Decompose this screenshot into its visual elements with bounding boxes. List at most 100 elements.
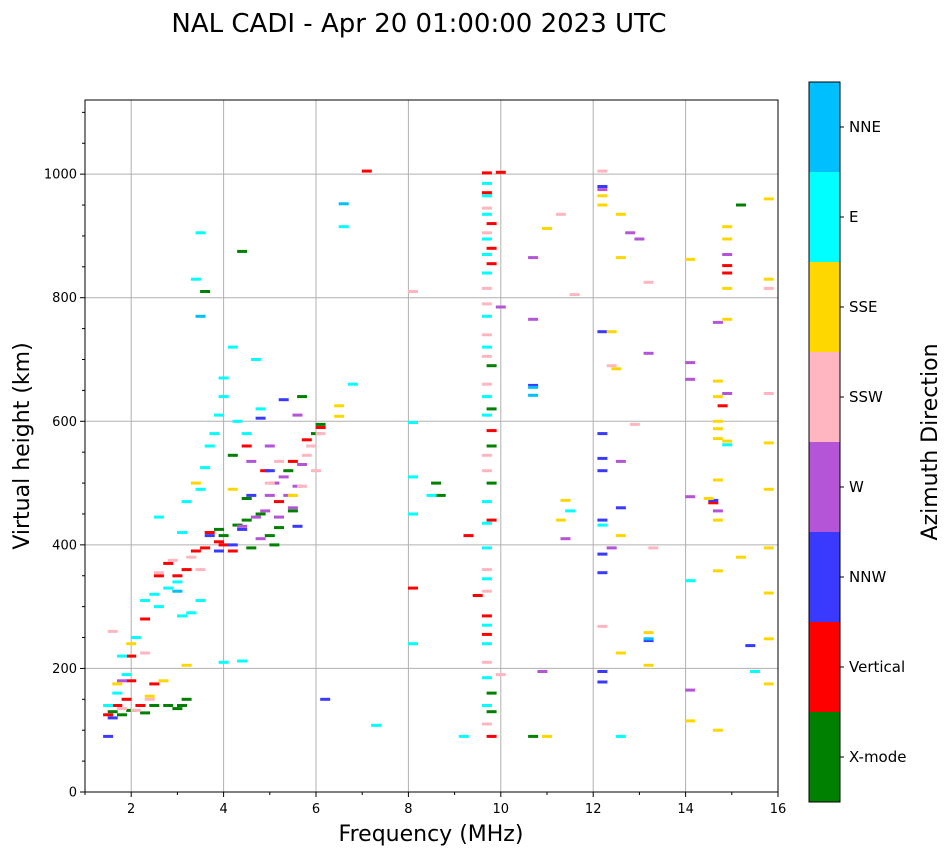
point-x-mode (246, 546, 257, 550)
point-e (177, 531, 187, 534)
colorbar-label-w: W (849, 478, 864, 496)
point-w (528, 317, 539, 321)
point-vertical (287, 459, 298, 463)
point-vertical (241, 444, 252, 448)
point-vertical (463, 534, 474, 538)
point-vertical (486, 222, 497, 226)
point-ssw (481, 354, 492, 358)
point-vertical (486, 429, 497, 433)
point-ssw (481, 660, 492, 664)
point-nnw (103, 734, 114, 738)
point-e (121, 673, 132, 677)
point-e (181, 500, 192, 504)
point-nnw (255, 416, 266, 420)
point-e (481, 413, 492, 417)
point-vertical (472, 594, 483, 597)
point-nnw (227, 543, 238, 547)
point-w (685, 377, 696, 381)
point-e (172, 580, 183, 584)
point-vertical (204, 531, 215, 534)
point-sse (736, 555, 746, 559)
point-sse (227, 487, 238, 491)
colorbar-swatch-x-mode (809, 712, 840, 802)
colorbar-title: Azimuth Direction (918, 343, 943, 540)
point-nnw (597, 680, 608, 684)
point-e (186, 611, 197, 615)
y-tick-label: 600 (52, 415, 77, 430)
point-e (250, 358, 261, 361)
point-e (153, 605, 164, 609)
colorbar-label-x-mode: X-mode (849, 748, 906, 766)
x-tick-label: 10 (493, 802, 510, 817)
point-ssw (140, 651, 151, 655)
point-sse (763, 441, 774, 445)
point-e (218, 376, 229, 380)
point-nnw (597, 469, 608, 473)
point-e (722, 443, 733, 447)
point-w (246, 459, 257, 463)
point-ssw (195, 568, 206, 572)
point-vertical (126, 654, 137, 658)
point-sse (615, 534, 626, 538)
point-e (348, 382, 358, 386)
point-w (264, 444, 275, 448)
point-x-mode (269, 543, 280, 547)
point-ssw (763, 392, 774, 395)
point-e (112, 691, 123, 695)
point-e (408, 512, 418, 516)
point-x-mode (163, 704, 174, 707)
point-ssw (311, 469, 321, 473)
point-nnw (320, 697, 331, 701)
point-sse (703, 497, 714, 500)
point-w (528, 256, 539, 260)
point-nnw (708, 498, 719, 502)
point-sse (542, 227, 552, 230)
point-sse (144, 694, 155, 698)
point-e (232, 419, 243, 423)
point-w (250, 515, 261, 519)
point-w (625, 231, 636, 235)
point-nnw (204, 534, 215, 538)
point-w (634, 237, 645, 241)
point-nnw (745, 644, 756, 648)
colorbar-label-nnw: NNW (849, 568, 886, 586)
point-ssw (606, 364, 617, 368)
point-sse (712, 379, 723, 383)
point-e (481, 237, 492, 241)
point-x-mode (241, 518, 252, 522)
point-e (481, 704, 492, 707)
point-ssw (643, 280, 654, 284)
point-ssw (763, 286, 774, 290)
point-ssw (648, 546, 659, 550)
point-x-mode (274, 526, 284, 530)
point-w (278, 475, 289, 479)
point-e (481, 676, 492, 680)
point-sse (555, 518, 566, 522)
point-vertical (361, 169, 372, 173)
point-e (255, 407, 266, 411)
point-e (190, 277, 201, 281)
point-nnw (597, 432, 608, 436)
point-x-mode (218, 534, 229, 538)
point-w (615, 459, 626, 463)
point-ssw (274, 459, 284, 463)
point-vertical (227, 549, 238, 553)
point-w (255, 537, 266, 541)
point-x-mode (181, 697, 192, 701)
point-e (481, 546, 492, 550)
point-x-mode (528, 734, 539, 738)
point-x-mode (200, 290, 211, 293)
point-e (565, 509, 576, 513)
point-w (722, 253, 733, 256)
point-ssw (301, 453, 312, 457)
point-w (264, 493, 275, 497)
point-sse (287, 493, 298, 497)
x-tick-label: 8 (404, 802, 412, 817)
point-nnw (107, 716, 118, 720)
colorbar-swatch-w (809, 442, 840, 532)
point-nne (172, 589, 183, 593)
point-e (481, 314, 492, 318)
point-w (712, 320, 723, 324)
point-sse (712, 419, 723, 423)
point-x-mode (237, 249, 248, 253)
